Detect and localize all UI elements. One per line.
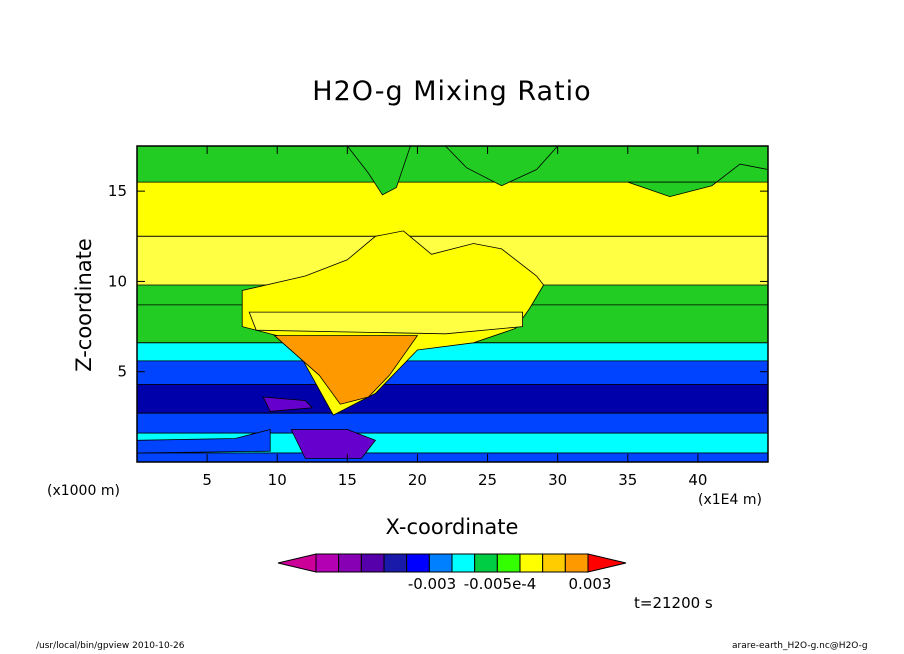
x-tick-label: 30 [548, 471, 567, 489]
colorbar-tick-label: -0.005e-4 [464, 575, 537, 593]
contour-band [137, 428, 271, 454]
contour-band [627, 163, 768, 198]
colorbar-min-arrow [277, 553, 317, 573]
contour-band [346, 146, 411, 196]
time-label: t=21200 s [634, 594, 713, 612]
x-tick-label: 25 [478, 471, 497, 489]
x-tick-label: 15 [338, 471, 357, 489]
contour-band [262, 396, 314, 412]
colorbar-swatch [315, 553, 340, 573]
y-axis-label: Z-coordinate [72, 238, 96, 372]
colorbar-swatch [474, 553, 498, 573]
plot-frame [136, 145, 769, 463]
y-tick-label: 5 [117, 363, 127, 381]
colorbar-max-arrow [587, 553, 627, 573]
x-axis: 5 10 15 20 25 30 35 40 [202, 146, 707, 489]
x-unit-label: (x1000 m) [47, 483, 120, 499]
colorbar-swatch [564, 553, 589, 573]
contour-band [290, 429, 377, 459]
contour-band [137, 452, 768, 462]
contour-band [137, 383, 768, 414]
x-scale-label: (x1E4 m) [698, 492, 762, 508]
colorbar-swatch [406, 553, 430, 573]
x-tick-label: 5 [202, 471, 212, 489]
x-tick-label: 10 [268, 471, 287, 489]
footer-file-name: arare-earth_H2O-g.nc@H2O-g [732, 641, 868, 651]
chart-title: H2O-g Mixing Ratio [312, 76, 592, 107]
footer-program-path: /usr/local/bin/gpview 2010-10-26 [36, 641, 185, 651]
colorbar-tick-label: -0.003 [408, 575, 456, 593]
contour-band [248, 311, 523, 335]
colorbar: -0.003 -0.005e-4 0.003 [277, 553, 627, 593]
x-axis-label: X-coordinate [385, 515, 519, 539]
contour-band [273, 335, 419, 405]
contour-field [137, 146, 768, 462]
contour-band [444, 146, 559, 187]
colorbar-swatch [338, 553, 362, 573]
x-tick-label: 35 [618, 471, 637, 489]
x-tick-label: 20 [408, 471, 427, 489]
colorbar-swatch [451, 553, 476, 573]
colorbar-swatch [383, 553, 408, 573]
colorbar-swatch [519, 553, 544, 573]
colorbar-swatch [428, 553, 453, 573]
y-tick-label: 10 [108, 272, 127, 290]
x-tick-label: 40 [688, 471, 707, 489]
contour-band [137, 360, 768, 385]
contour-band [137, 412, 768, 434]
colorbar-tick-label: 0.003 [569, 575, 612, 593]
colorbar-swatch [360, 553, 385, 573]
colorbar-swatch [496, 553, 521, 573]
y-axis: 5 10 15 [108, 182, 768, 381]
colorbar-swatch [542, 553, 566, 573]
y-tick-label: 15 [108, 182, 127, 200]
